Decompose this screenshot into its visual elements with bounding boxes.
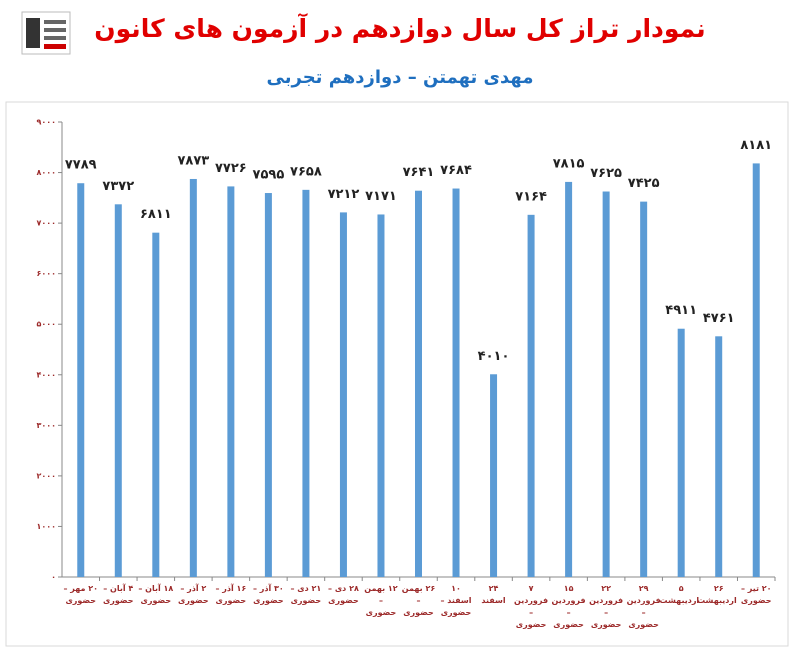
bar (264, 193, 272, 577)
bar (452, 188, 460, 577)
x-tick-label: ۲۰ مهر – حضوری (63, 584, 99, 605)
x-tick-label: ۱۸ آبان – حضوری (138, 584, 174, 605)
chart-border (5, 101, 789, 647)
value-label: ۸۱۸۱ (740, 138, 772, 153)
value-label: ۴۷۶۱ (703, 311, 735, 326)
x-tick-label: ۲۶ بهمن – حضوری (401, 584, 436, 617)
bar (565, 181, 573, 578)
chart-subtitle: مهدی تهمتن – دوازدهم تجربی (267, 67, 534, 88)
value-label: ۴۰۱۰ (478, 349, 510, 364)
y-tick-label: ۳۰۰۰ (36, 421, 56, 430)
x-tick-label: ۵ اردیبهشت (659, 584, 700, 605)
bar (302, 189, 310, 577)
value-label: ۴۹۱۱ (665, 303, 697, 318)
value-label: ۷۶۲۵ (590, 166, 622, 181)
bar (189, 178, 197, 577)
x-tick-label: ۷ فروردین – حضوری (514, 584, 549, 629)
value-label: ۷۱۷۱ (365, 189, 397, 204)
y-tick-label: ۹۰۰۰ (36, 118, 56, 127)
x-tick-label: ۲۴ اسفند (481, 584, 506, 605)
value-label: ۷۸۱۵ (553, 156, 585, 171)
y-tick-label: ۶۰۰۰ (36, 269, 56, 278)
x-tick-label: ۲۹ فروردین – حضوری (626, 584, 661, 629)
y-tick-label: ۲۰۰۰ (36, 471, 56, 480)
x-tick-label: ۱۰ اسفند – حضوری (440, 584, 472, 617)
value-label: ۷۷۲۶ (215, 161, 247, 176)
x-tick-label: ۳۰ آذر – حضوری (252, 584, 284, 605)
x-tick-label: ۱۵ فروردین – حضوری (551, 584, 586, 629)
x-tick-label: ۲ آذر – حضوری (178, 584, 209, 605)
value-label: ۷۷۸۹ (65, 158, 97, 173)
x-tick-label: ۲۰ تیر – حضوری (740, 584, 772, 605)
bar (227, 186, 235, 577)
value-label: ۷۶۵۸ (290, 164, 322, 179)
bar (752, 163, 760, 577)
y-tick-label: ۰ (51, 573, 56, 582)
value-label: ۶۸۱۱ (140, 207, 172, 222)
x-tick-label: ۲۸ دی – حضوری (328, 584, 359, 605)
logo (21, 11, 71, 55)
bar (339, 212, 347, 578)
x-tick-label: ۴ آبان – حضوری (102, 584, 134, 605)
value-label: ۷۸۷۳ (177, 153, 209, 168)
bar (114, 204, 122, 577)
x-tick-label: ۲۶ اردیبهشت (697, 584, 737, 605)
value-label: ۷۱۶۴ (515, 189, 547, 204)
value-label: ۷۶۸۴ (440, 163, 472, 178)
bar (152, 232, 160, 577)
bar (377, 214, 385, 577)
y-tick-label: ۴۰۰۰ (36, 370, 56, 379)
bar (77, 183, 85, 577)
y-tick-label: ۱۰۰۰ (36, 522, 56, 531)
bar (415, 190, 422, 577)
bar (715, 336, 723, 577)
bar (527, 214, 535, 577)
x-tick-label: ۱۶ آذر – حضوری (215, 584, 247, 605)
value-label: ۷۵۹۵ (253, 168, 285, 183)
y-tick-label: ۸۰۰۰ (36, 168, 56, 177)
chart-title: نمودار تراز کل سال دوازدهم در آزمون های … (94, 13, 705, 44)
bar (602, 191, 610, 577)
value-label: ۷۶۴۱ (403, 165, 435, 180)
x-tick-label: ۲۱ دی – حضوری (290, 584, 322, 605)
bar (677, 328, 685, 577)
y-tick-label: ۵۰۰۰ (36, 320, 56, 329)
x-tick-label: ۲۲ فروردین – حضوری (589, 584, 624, 629)
bar (490, 374, 498, 577)
y-tick-label: ۷۰۰۰ (36, 219, 56, 228)
bar (640, 201, 648, 577)
value-label: ۷۲۱۲ (328, 187, 360, 202)
value-label: ۷۳۷۲ (102, 179, 134, 194)
value-label: ۷۴۲۵ (628, 176, 660, 191)
x-tick-label: ۱۲ بهمن – حضوری (364, 584, 398, 617)
